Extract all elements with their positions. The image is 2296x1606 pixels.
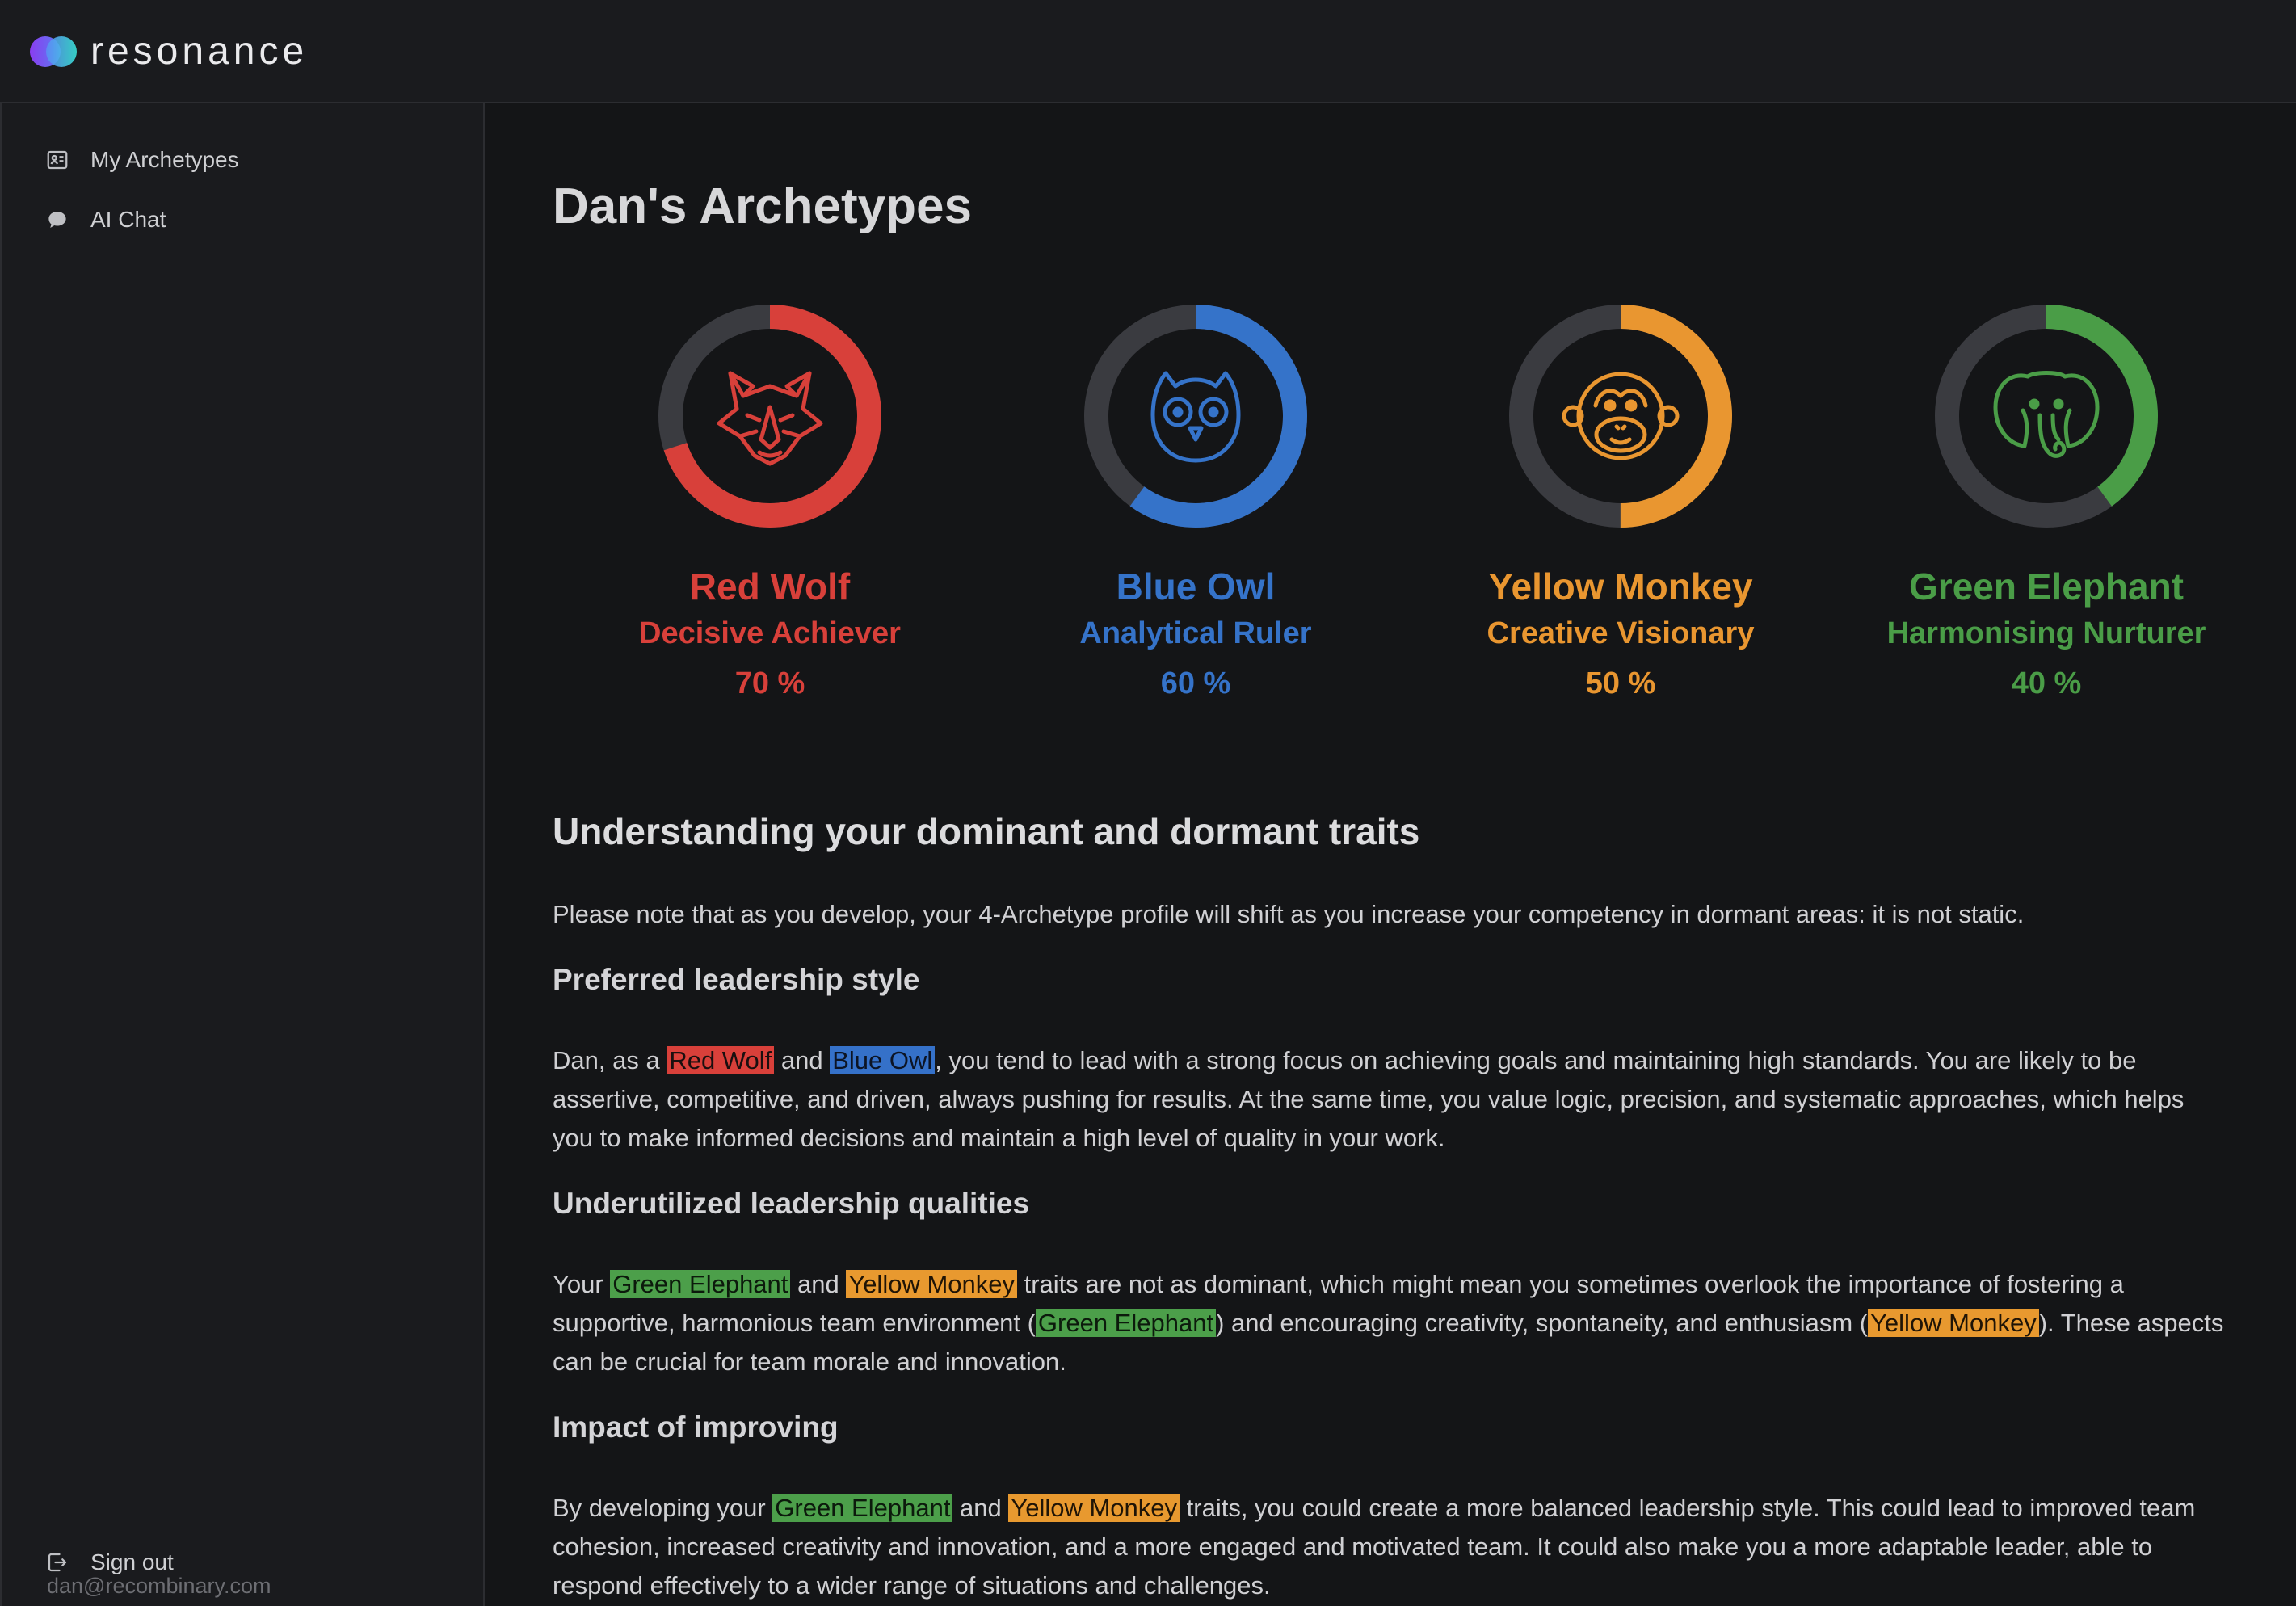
chat-bubble-icon [48, 212, 66, 228]
text-fragment: and [790, 1270, 847, 1298]
archetype-percent: 50 % [1585, 666, 1656, 700]
highlight-red-wolf: Red Wolf [667, 1046, 775, 1074]
sign-out-icon [48, 1553, 67, 1572]
user-email: dan@recombinary.com [47, 1574, 271, 1598]
archetype-name: Blue Owl [1116, 565, 1276, 608]
traits-section-title: Understanding your dominant and dormant … [553, 810, 1420, 852]
archetype-ring [1509, 305, 1732, 528]
text-fragment: Dan, as a [553, 1046, 667, 1074]
text-fragment: traits, you could create a more balanced… [553, 1494, 2196, 1600]
archetype-card-yellow-monkey: Yellow Monkey Creative Visionary 50 % [1411, 302, 1831, 704]
archetype-card-blue-owl: Blue Owl Analytical Ruler 60 % [986, 302, 1406, 704]
app-name: resonance [90, 30, 309, 73]
sign-out-label: Sign out [90, 1549, 174, 1574]
highlight-green-elephant: Green Elephant [1035, 1309, 1217, 1337]
underutilized-qualities-heading: Underutilized leadership qualities [553, 1187, 1030, 1220]
elephant-icon [1993, 371, 2100, 458]
highlight-yellow-monkey: Yellow Monkey [1868, 1309, 2039, 1337]
sidebar-item-label: AI Chat [90, 207, 166, 232]
main-content: Dan's Archetypes Red Wolf Decisive Achie… [485, 103, 2296, 1606]
top-bar: resonance [0, 0, 2296, 103]
highlight-green-elephant: Green Elephant [610, 1270, 791, 1298]
resonance-logo-icon [30, 36, 77, 67]
page-title: Dan's Archetypes [553, 179, 972, 234]
archetype-name: Yellow Monkey [1488, 565, 1753, 608]
archetype-role: Analytical Ruler [1079, 616, 1312, 650]
archetype-card-red-wolf: Red Wolf Decisive Achiever 70 % [560, 302, 980, 704]
archetype-name: Red Wolf [689, 565, 851, 608]
archetype-percent: 70 % [734, 666, 805, 700]
sign-out-button[interactable]: Sign out [45, 1549, 174, 1575]
preferred-leadership-heading: Preferred leadership style [553, 963, 920, 996]
sidebar-item-my-archetypes[interactable]: My Archetypes [45, 147, 239, 173]
sidebar-item-label: My Archetypes [90, 147, 239, 172]
text-fragment: ). These aspects can be crucial for team… [553, 1309, 2224, 1376]
archetype-percent: 40 % [2011, 666, 2082, 700]
owl-icon [1150, 371, 1241, 463]
text-fragment: Your [553, 1270, 611, 1298]
highlight-green-elephant: Green Elephant [772, 1494, 953, 1522]
archetype-ring [1935, 305, 2158, 528]
text-fragment: and [774, 1046, 831, 1074]
text-fragment: , you tend to lead with a strong focus o… [553, 1046, 2185, 1152]
underutilized-qualities-text: Your Green Elephant and Yellow Monkey tr… [553, 1265, 2225, 1381]
wolf-icon [717, 371, 823, 466]
id-card-icon [47, 150, 68, 170]
impact-text: By developing your Green Elephant and Ye… [553, 1489, 2225, 1605]
archetype-role: Creative Visionary [1487, 616, 1755, 650]
text-fragment: By developing your [553, 1494, 773, 1522]
app-logo[interactable]: resonance [29, 29, 308, 74]
archetype-role: Harmonising Nurturer [1886, 616, 2206, 650]
sidebar-item-ai-chat[interactable]: AI Chat [45, 207, 166, 233]
archetype-name: Green Elephant [1909, 565, 2184, 608]
monkey-icon [1562, 372, 1680, 460]
highlight-blue-owl: Blue Owl [830, 1046, 936, 1074]
sidebar: My Archetypes AI Chat dan@recombinary.co… [0, 103, 485, 1606]
archetype-ring [658, 305, 881, 528]
preferred-leadership-text: Dan, as a Red Wolf and Blue Owl, you ten… [553, 1041, 2225, 1158]
highlight-yellow-monkey: Yellow Monkey [846, 1270, 1017, 1298]
highlight-yellow-monkey: Yellow Monkey [1008, 1494, 1180, 1522]
text-fragment: traits are not as dominant, which might … [553, 1270, 2124, 1337]
impact-heading: Impact of improving [553, 1411, 839, 1444]
archetype-card-green-elephant: Green Elephant Harmonising Nurturer 40 % [1836, 302, 2256, 704]
text-fragment: and [952, 1494, 1009, 1522]
archetype-ring [1084, 305, 1307, 528]
archetype-role: Decisive Achiever [639, 616, 901, 650]
archetype-percent: 60 % [1160, 666, 1231, 700]
text-fragment: ) and encouraging creativity, spontaneit… [1216, 1309, 1869, 1337]
traits-note: Please note that as you develop, your 4-… [553, 900, 2025, 928]
